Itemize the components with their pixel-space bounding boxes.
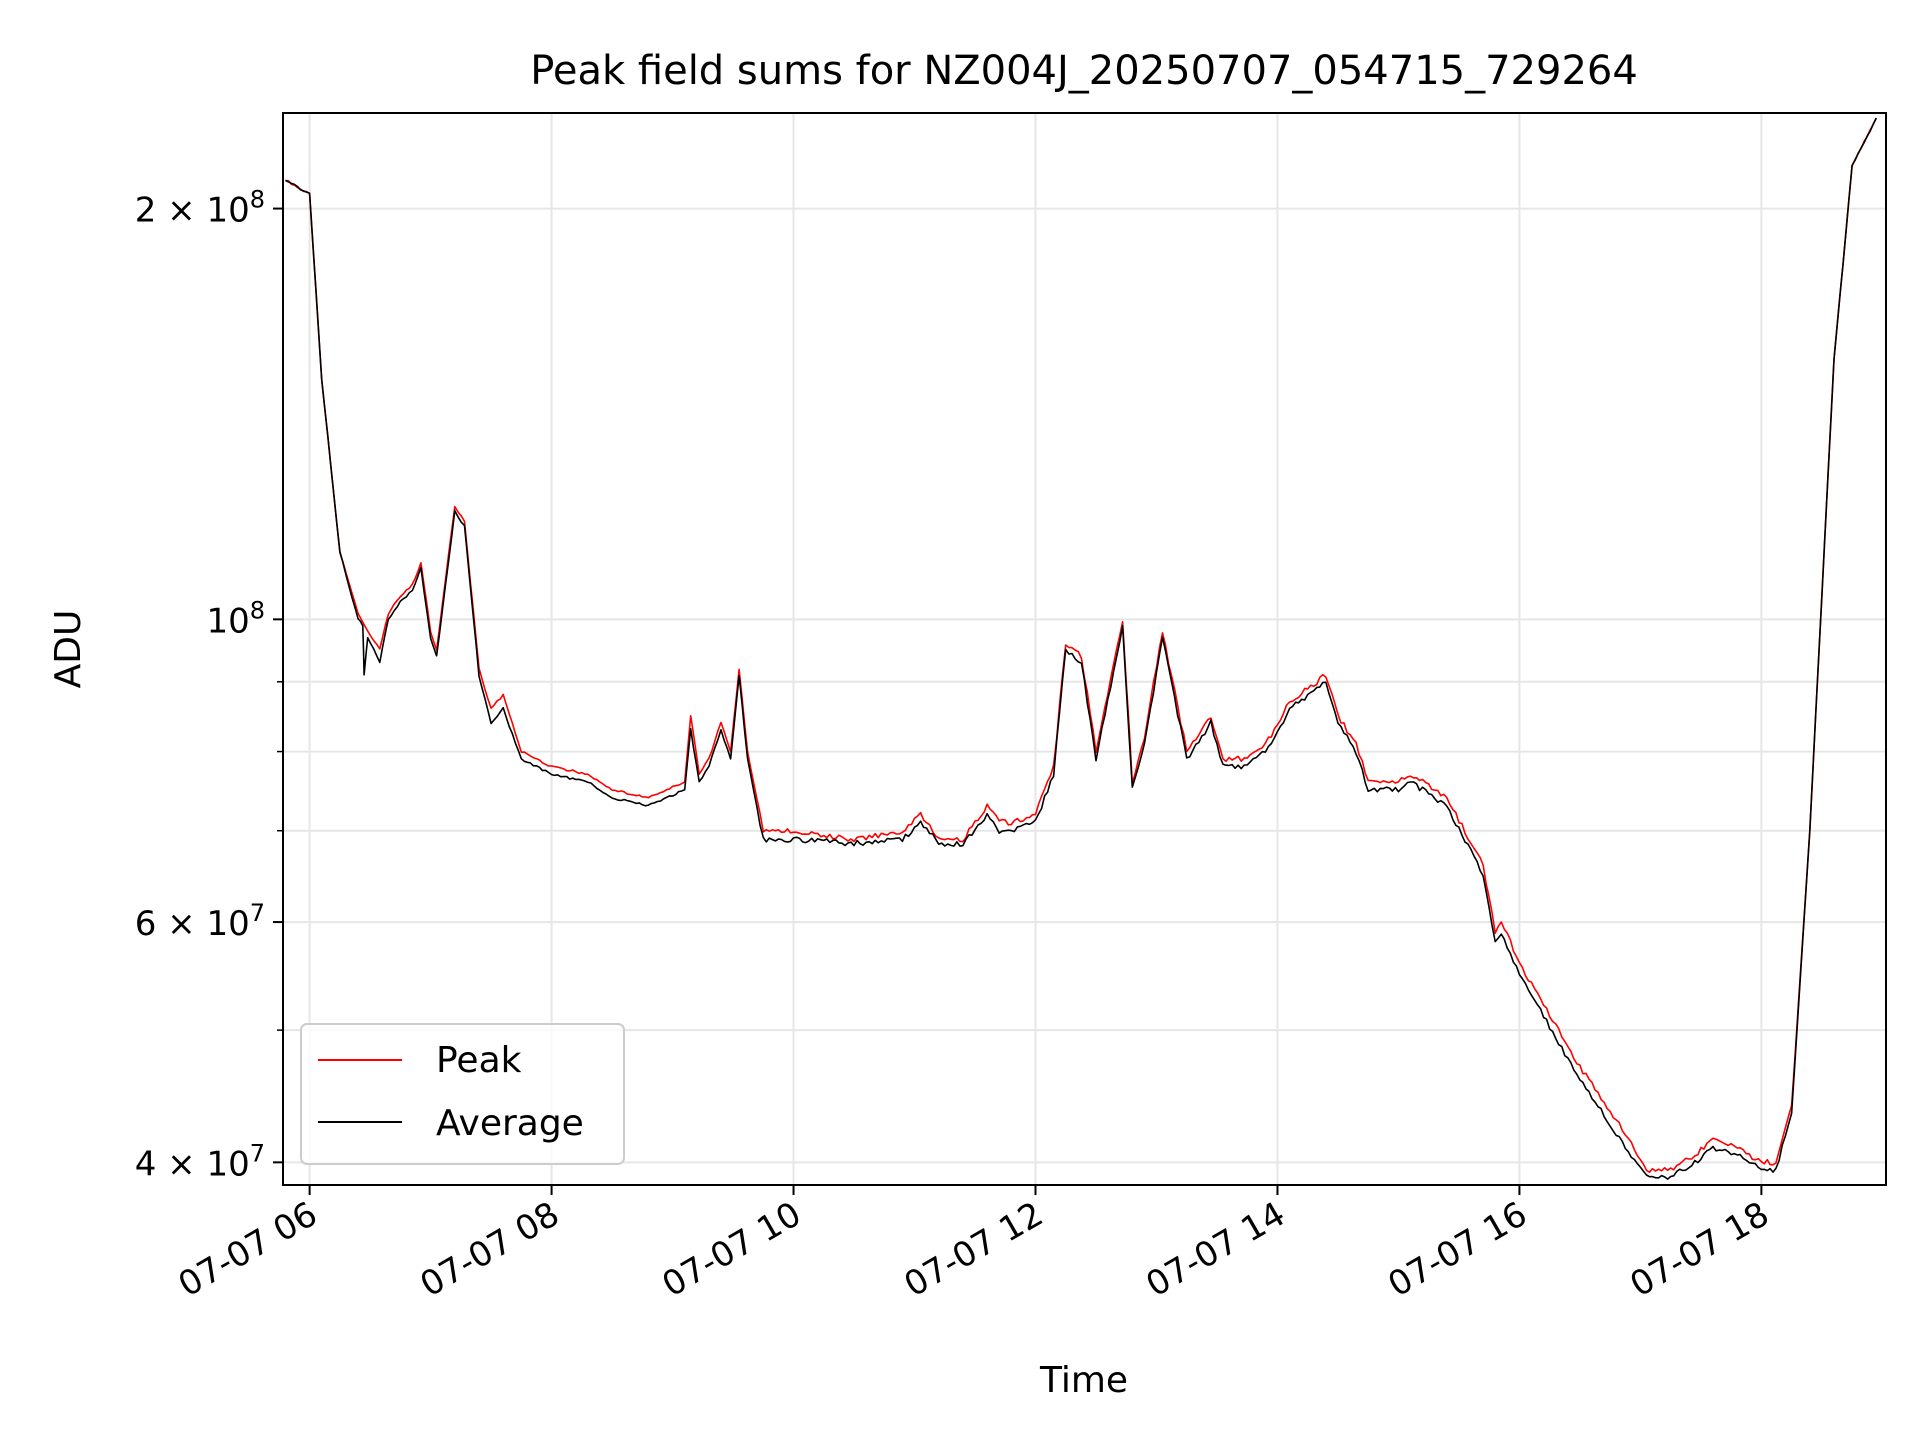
x-axis-label: Time (1039, 1360, 1128, 1401)
plot-frame (282, 112, 1887, 1186)
series-line-peak (285, 117, 1878, 1173)
y-tick-label: 4 × 107 (135, 1139, 265, 1184)
series-line-average (285, 117, 1878, 1180)
chart-title: Peak field sums for NZ004J_20250707_0547… (530, 48, 1638, 94)
legend-label-average: Average (436, 1103, 584, 1144)
legend-label-peak: Peak (436, 1040, 522, 1081)
grid (283, 113, 1886, 1185)
legend: Peak Average (300, 1023, 625, 1165)
y-tick-label: 2 × 108 (135, 186, 265, 231)
y-axis-ticks: 4 × 107 6 × 107 108 2 × 108 (135, 186, 283, 1184)
y-axis-label: ADU (48, 610, 89, 689)
series-lines (285, 117, 1878, 1180)
y-tick-label: 108 (206, 596, 265, 641)
y-tick-label: 6 × 107 (135, 899, 265, 944)
